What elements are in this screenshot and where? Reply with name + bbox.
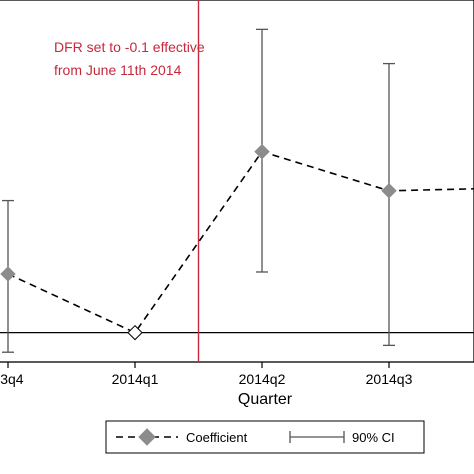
x-tick-label-1: 2014q1 bbox=[112, 371, 159, 387]
plot-frame bbox=[0, 0, 474, 363]
legend: Coefficient 90% CI bbox=[105, 420, 425, 454]
legend-coefficient-label: Coefficient bbox=[186, 430, 248, 445]
ci-bars bbox=[2, 28, 395, 353]
x-ticks: 13q4 2014q1 2014q2 2014q3 bbox=[0, 362, 413, 387]
coefficient-line bbox=[7, 150, 474, 334]
annotation-line-2: from June 11th 2014 bbox=[54, 62, 182, 78]
annotation-line-1: DFR set to -0.1 effective bbox=[54, 39, 205, 55]
marker-2014q1 bbox=[127, 324, 143, 341]
marker-2013q4 bbox=[0, 266, 16, 282]
plot-area bbox=[0, 0, 474, 363]
coefficient-markers bbox=[0, 143, 397, 341]
x-axis-title: Quarter bbox=[238, 391, 293, 408]
x-tick-label-3: 2014q3 bbox=[366, 371, 413, 387]
marker-2014q2 bbox=[254, 143, 270, 160]
annotation: DFR set to -0.1 effective from June 11th… bbox=[54, 39, 205, 78]
marker-2014q3 bbox=[381, 183, 397, 199]
legend-diamond-marker-icon bbox=[138, 428, 156, 446]
x-tick-label-2: 2014q2 bbox=[239, 371, 286, 387]
legend-ci-label: 90% CI bbox=[352, 430, 395, 445]
x-axis: 13q4 2014q1 2014q2 2014q3 Quarter bbox=[0, 362, 413, 408]
x-tick-label-0: 13q4 bbox=[0, 371, 24, 387]
